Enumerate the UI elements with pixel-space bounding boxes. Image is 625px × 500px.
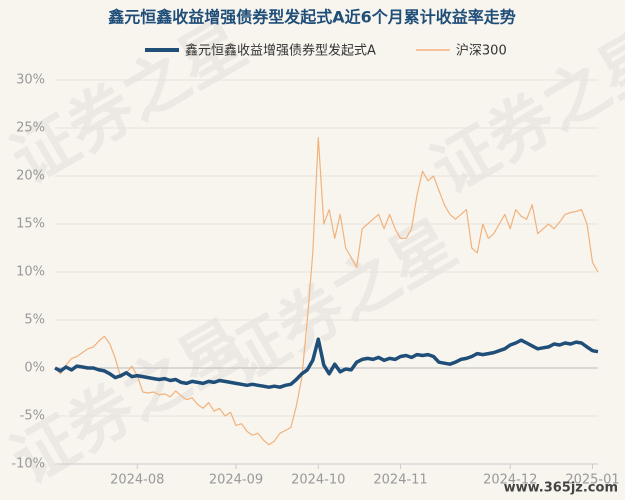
chart-title: 鑫元恒鑫收益增强债券型发起式A近6个月累计收益率走势 <box>107 8 516 27</box>
y-tick-label: 10% <box>16 265 45 280</box>
series-line <box>54 137 599 446</box>
y-tick-label: 0% <box>24 361 45 376</box>
y-tick-label: 5% <box>24 313 45 328</box>
x-tick-label: 2024-08 <box>110 473 164 488</box>
y-tick-label: 25% <box>16 121 45 136</box>
y-tick-label: 15% <box>16 217 45 232</box>
y-tick-label: -5% <box>20 409 45 424</box>
series-line <box>54 337 599 389</box>
legend-label: 沪深300 <box>456 43 507 59</box>
legend-label: 鑫元恒鑫收益增强债券型发起式A <box>185 43 376 59</box>
site-watermark: www.365jz.com <box>504 481 618 496</box>
y-tick-label: -10% <box>11 457 45 472</box>
x-tick-label: 2024-12 <box>483 473 537 488</box>
x-tick-label: 2024-09 <box>209 473 263 488</box>
plot: -10% -5% 0% 5% 10% 15% 20% 25% 30% 2024-08 2024-09… <box>11 43 619 488</box>
x-tick-label: 2024-10 <box>291 473 345 488</box>
x-tick-label: 2024-11 <box>373 473 427 488</box>
y-tick-label: 20% <box>16 169 45 184</box>
y-tick-label: 30% <box>16 73 45 88</box>
x-tick-label: 2025-01 <box>565 473 619 488</box>
